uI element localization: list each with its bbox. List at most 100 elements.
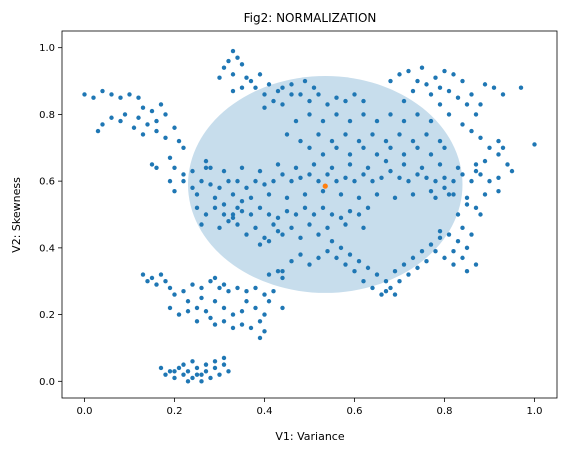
points-layer xyxy=(82,48,537,384)
data-point xyxy=(244,185,249,191)
data-point xyxy=(239,322,245,327)
data-point xyxy=(383,158,389,164)
y-tick-label: 0.8 xyxy=(39,110,55,121)
data-point xyxy=(181,289,186,294)
data-point xyxy=(203,158,209,164)
data-point xyxy=(302,205,308,211)
data-point xyxy=(230,325,236,331)
data-point xyxy=(167,305,173,311)
data-point xyxy=(320,205,326,211)
data-point xyxy=(244,232,249,237)
data-point xyxy=(262,329,267,334)
data-point xyxy=(365,165,371,170)
data-point xyxy=(266,238,272,244)
data-point xyxy=(388,168,393,174)
data-point xyxy=(280,85,285,90)
data-point xyxy=(145,279,150,284)
data-point xyxy=(212,205,218,211)
data-point xyxy=(190,282,195,287)
data-point xyxy=(442,145,447,150)
data-point xyxy=(172,369,177,374)
data-point xyxy=(172,292,177,297)
data-point xyxy=(194,305,200,311)
data-point xyxy=(307,222,312,227)
data-point xyxy=(518,85,524,90)
data-point xyxy=(361,112,366,117)
data-point xyxy=(266,82,272,87)
data-point xyxy=(460,255,465,261)
data-point xyxy=(122,112,128,117)
data-point xyxy=(347,118,353,124)
data-point xyxy=(352,269,357,274)
data-point xyxy=(451,249,456,254)
data-point xyxy=(257,72,263,77)
data-point xyxy=(230,215,236,221)
data-point xyxy=(379,175,384,180)
data-point xyxy=(482,158,488,164)
data-point xyxy=(284,195,290,201)
data-point xyxy=(158,102,164,107)
y-axis-label: V2: Skewness xyxy=(10,177,23,253)
data-point xyxy=(271,178,276,184)
data-point xyxy=(217,225,222,231)
data-point xyxy=(428,188,434,194)
data-point xyxy=(154,128,159,134)
data-point xyxy=(230,72,236,77)
data-point xyxy=(415,265,420,271)
data-point xyxy=(257,335,263,341)
x-tick-label: 0.6 xyxy=(347,406,363,417)
data-point xyxy=(361,172,366,177)
data-point xyxy=(212,322,218,327)
chart-title: Fig2: NORMALIZATION xyxy=(244,11,377,25)
data-point xyxy=(406,178,411,184)
data-point xyxy=(415,172,420,177)
data-point xyxy=(415,78,420,84)
data-point xyxy=(253,178,258,184)
data-point xyxy=(460,78,465,84)
data-point xyxy=(163,112,168,117)
data-point xyxy=(473,205,479,211)
data-point xyxy=(365,265,371,271)
data-point xyxy=(392,195,398,201)
data-point xyxy=(266,299,272,304)
data-point xyxy=(419,65,425,70)
data-point xyxy=(181,178,186,184)
x-tick-label: 0.4 xyxy=(257,406,273,417)
data-point xyxy=(235,205,240,211)
data-point xyxy=(190,168,195,174)
data-point xyxy=(334,112,339,117)
data-point xyxy=(460,225,465,231)
data-point xyxy=(275,269,281,274)
data-point xyxy=(185,309,191,314)
data-point xyxy=(482,82,488,87)
data-point xyxy=(239,165,245,170)
data-point xyxy=(410,192,416,197)
data-point xyxy=(410,88,416,94)
data-point xyxy=(185,299,191,304)
data-point xyxy=(248,212,254,217)
data-point xyxy=(221,355,227,361)
data-point xyxy=(455,238,461,244)
data-point xyxy=(266,212,272,217)
data-point xyxy=(203,309,209,314)
data-point xyxy=(226,58,231,64)
data-point xyxy=(248,78,254,84)
y-tick-label: 0.6 xyxy=(39,177,55,188)
data-point xyxy=(199,222,204,227)
data-point xyxy=(298,138,303,144)
data-point xyxy=(208,315,213,321)
data-point xyxy=(100,88,105,94)
data-point xyxy=(424,175,429,180)
data-point xyxy=(194,192,200,197)
data-point xyxy=(109,92,114,97)
data-point xyxy=(401,98,407,104)
data-point xyxy=(307,98,312,104)
plot-background xyxy=(62,31,557,398)
data-point xyxy=(257,319,263,324)
data-point xyxy=(419,165,425,170)
data-point xyxy=(208,279,213,284)
data-point xyxy=(158,365,164,371)
data-point xyxy=(212,359,218,364)
data-point xyxy=(401,162,407,167)
data-point xyxy=(428,242,434,247)
